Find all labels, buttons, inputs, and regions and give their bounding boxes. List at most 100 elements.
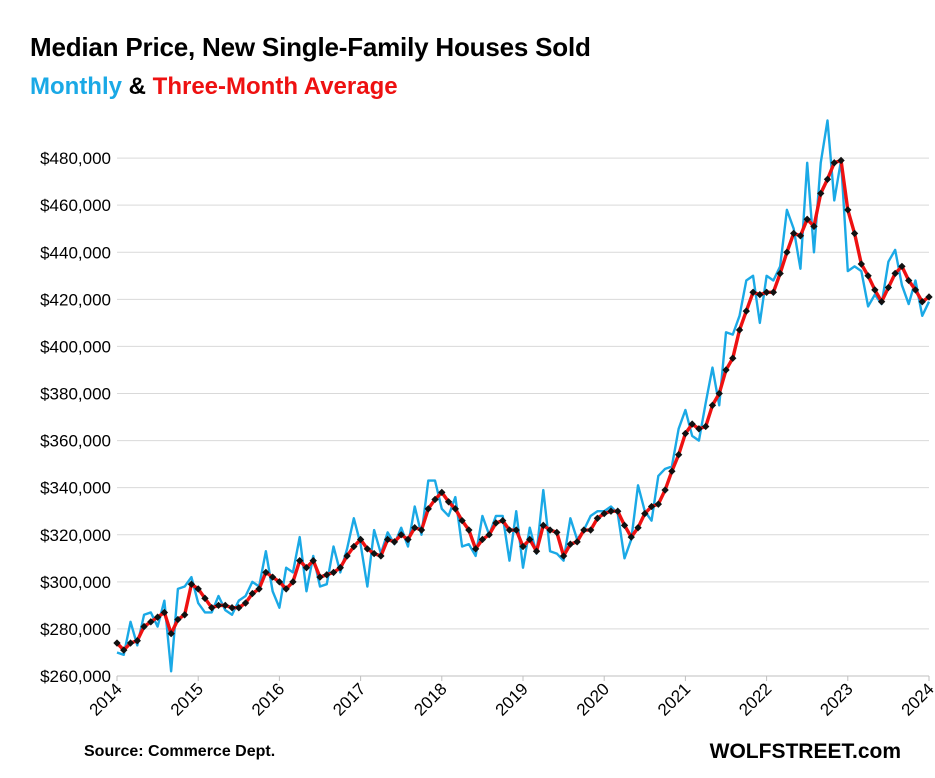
y-axis: $260,000 $280,000 $300,000 $320,000 $340,000…	[40, 149, 111, 686]
average-point	[336, 564, 344, 572]
average-point	[390, 538, 399, 546]
average-point	[559, 552, 568, 560]
average-point	[783, 248, 791, 256]
average-point	[729, 354, 737, 362]
legend-three-month-average: Three-Month Average	[152, 73, 398, 100]
average-point	[776, 269, 784, 278]
average-point	[566, 540, 575, 548]
average-point	[532, 547, 541, 555]
average-point	[411, 524, 419, 532]
average-point	[600, 509, 608, 518]
average-point	[377, 552, 385, 560]
average-point	[370, 549, 378, 558]
average-point	[363, 545, 372, 553]
average-point	[586, 526, 595, 534]
average-point	[830, 159, 838, 167]
y-tick-label: $260,000	[40, 667, 111, 686]
average-point	[465, 526, 473, 534]
average-point	[492, 519, 500, 527]
average-point	[505, 526, 514, 534]
average-point	[526, 535, 534, 544]
average-point	[113, 639, 121, 647]
series-monthly-line	[116, 119, 931, 673]
x-axis: 2014 2015 2016 2017 2018 2019 2020 2021 2022 2023…	[86, 675, 935, 720]
average-point	[620, 521, 629, 530]
x-tick-label: 2021	[654, 679, 694, 719]
average-point	[519, 542, 527, 551]
average-point	[593, 514, 602, 522]
average-point	[702, 422, 710, 431]
average-point	[262, 568, 270, 577]
y-tick-label: $360,000	[40, 432, 111, 451]
average-point	[397, 531, 405, 539]
average-point	[471, 545, 480, 553]
average-point	[769, 288, 778, 296]
average-point	[194, 585, 202, 593]
average-point	[573, 538, 581, 546]
average-point	[431, 495, 439, 504]
average-point	[268, 573, 277, 581]
y-tick-label: $320,000	[40, 526, 111, 545]
average-point	[289, 578, 297, 586]
average-point	[681, 429, 690, 438]
chart-title: Median Price, New Single-Family Houses S…	[30, 32, 591, 62]
average-point	[180, 611, 189, 619]
y-tick-label: $300,000	[40, 573, 111, 592]
average-point	[147, 618, 155, 626]
grid-lines	[117, 157, 929, 677]
average-point	[877, 298, 886, 306]
average-point	[316, 573, 324, 581]
y-tick-label: $400,000	[40, 337, 111, 356]
y-tick-label: $380,000	[40, 385, 111, 404]
average-point	[275, 578, 284, 586]
x-tick-label: 2015	[167, 679, 207, 719]
average-point	[708, 401, 717, 409]
average-point	[546, 526, 554, 534]
average-point	[810, 222, 818, 231]
chart-legend: Monthly & Three-Month Average	[30, 73, 398, 101]
average-point	[844, 206, 852, 214]
average-point	[688, 420, 696, 428]
x-tick-label: 2016	[248, 679, 288, 719]
x-tick-label: 2022	[735, 679, 775, 719]
average-point	[647, 502, 656, 511]
average-point	[796, 232, 805, 240]
average-point	[228, 604, 236, 612]
average-point	[424, 505, 432, 513]
average-point	[850, 229, 859, 238]
series-three-month-average-line	[115, 158, 930, 652]
average-point	[749, 288, 757, 296]
x-tick-label: 2020	[573, 679, 613, 719]
average-point	[857, 260, 866, 268]
average-point	[756, 290, 764, 299]
average-point	[458, 516, 466, 525]
average-point	[661, 486, 669, 494]
average-point	[404, 535, 412, 544]
average-point	[356, 535, 365, 544]
y-tick-label: $420,000	[40, 290, 111, 309]
average-point	[478, 535, 487, 544]
x-tick-label: 2024	[898, 679, 935, 719]
average-point	[302, 564, 311, 572]
average-point	[918, 298, 926, 306]
y-tick-label: $460,000	[40, 196, 111, 215]
average-point	[614, 507, 622, 515]
average-point	[221, 601, 229, 610]
y-tick-label: $340,000	[40, 479, 111, 498]
average-point	[343, 552, 351, 560]
average-point	[735, 326, 744, 334]
average-point	[641, 509, 649, 518]
y-tick-label: $480,000	[40, 149, 111, 168]
y-tick-label: $280,000	[40, 620, 111, 639]
average-point	[208, 604, 216, 612]
average-point	[329, 568, 338, 577]
average-point	[607, 507, 615, 515]
legend-ampersand: &	[128, 73, 146, 100]
average-point	[654, 500, 663, 508]
average-point	[789, 229, 798, 238]
average-point	[444, 498, 453, 506]
average-point	[174, 615, 182, 624]
average-point	[911, 286, 920, 294]
x-tick-label: 2019	[492, 679, 532, 719]
